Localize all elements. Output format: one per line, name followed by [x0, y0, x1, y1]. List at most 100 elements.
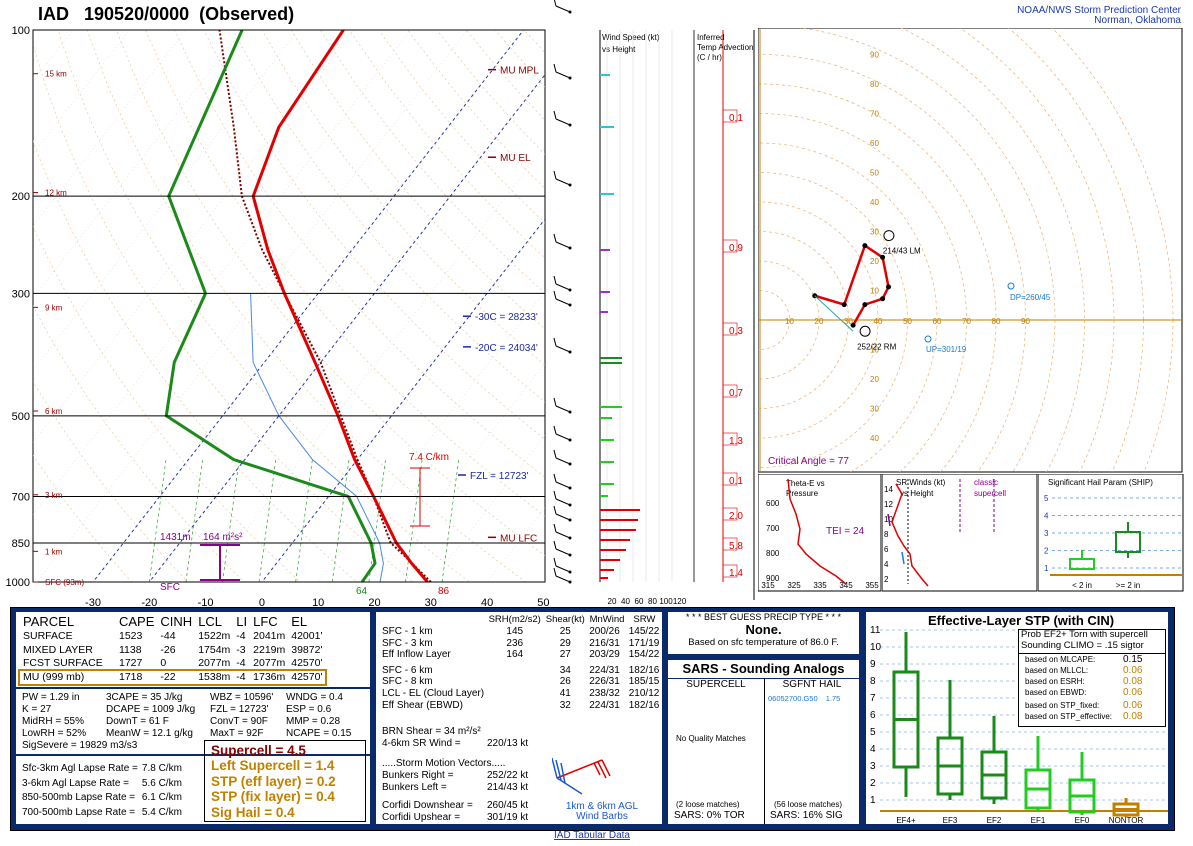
hodo-y-tick: 30 [870, 405, 879, 414]
stp-legend-rows: based on MLCAPE: 0.15 based on MLLCL: 0.06… [1019, 654, 1165, 722]
kinematic-table: SRH(m2/s2) Shear(kt) MnWind SRW SFC - 1 km 1… [380, 614, 662, 711]
shear-value: 27 [559, 649, 571, 661]
hodo-y-tick: 40 [870, 198, 879, 207]
stp-category: EF4+ [896, 816, 916, 824]
thermo-panel: PARCEL CAPE CINH LCL LI LFC EL SURFACE 15… [14, 610, 372, 826]
dewpoint-line [164, 30, 377, 582]
lapse-label: 850-500mb Lapse Rate = [22, 792, 136, 803]
dry-adiabat [86, 30, 527, 582]
sars-sig: SARS: 16% SIG [770, 810, 843, 821]
lapse-value: 6.1 C/km [141, 792, 182, 804]
wind-barb [555, 298, 571, 306]
li-header: LI [236, 614, 248, 629]
sr46-label: 4-6km SR Wind = [382, 738, 461, 749]
stp-basis-label: based on STP_fixed: [1025, 701, 1100, 710]
cape-header: CAPE [119, 614, 155, 629]
tabular-data-link[interactable]: IAD Tabular Data [554, 830, 630, 841]
wind-barb-base [568, 503, 572, 507]
advection-value: 2.0 [729, 511, 743, 522]
cape-value: 1138 [119, 643, 142, 656]
hodo-x-tick: 40 [874, 317, 883, 326]
thetae-xtick: 325 [787, 581, 801, 590]
srw-ytick: 2 [884, 575, 889, 584]
srw-title: vs Height [900, 489, 934, 498]
hodo-point [880, 254, 886, 260]
table-row[interactable]: SURFACE 1523 -44 1522m -4 2041m 42001' [20, 630, 325, 644]
lapse-value: 7.8 C/km [141, 763, 182, 775]
lcl-value: 1522m [198, 630, 231, 642]
stp-legend: Prob EF2+ Torn with supercell Sounding C… [1018, 629, 1166, 727]
cinh-value: -26 [160, 643, 176, 656]
table-row: 850-500mb Lapse Rate = 6.1 C/km [20, 791, 184, 806]
table-row: MidRH = 55% DownT = 61 F ConvT = 90F MMP = … [20, 716, 353, 728]
wind-barbs-label: 1km & 6km AGL Wind Barbs [565, 801, 639, 822]
hail-match-id: 06052700.G50 [768, 694, 818, 703]
hodo-point [850, 322, 856, 328]
table-row: Sfc-3km Agl Lapse Rate = 7.8 C/km [20, 762, 184, 777]
srw-value: 145/22 [628, 626, 660, 637]
wind-barb-base [568, 518, 572, 522]
hail-match-value: 1.75 [825, 694, 841, 703]
thetae-ytick: 900 [766, 574, 780, 583]
li-value: -4 [236, 630, 246, 642]
wind-barb [555, 575, 571, 583]
pressure-tick: 700 [12, 491, 30, 503]
stp-legend-climo: Sounding CLIMO = .15 sigtor [1019, 640, 1165, 654]
wind-barb-flag [553, 275, 557, 285]
wind-speed-title: Wind Speed (kt) [602, 33, 660, 42]
hodo-y-tick: 30 [870, 228, 879, 237]
hodo-point [841, 302, 847, 308]
hodo-y-tick: 20 [870, 375, 879, 384]
stp-basis-label: based on MLCAPE: [1025, 655, 1096, 664]
srw-value: 154/22 [628, 649, 660, 661]
temp-tick: -30 [85, 597, 101, 606]
dry-adiabat [33, 305, 245, 582]
ship-ytick: 2 [1044, 547, 1049, 556]
skewt-chart: 100 200 300 500 700 850 1000 -30 -20 -10 0 10 20 30 40… [6, 0, 755, 606]
lfc-value: 2077m [253, 657, 286, 669]
hodo-point [880, 296, 886, 302]
agl-wind-barbs-icon [552, 757, 611, 795]
parcel-name: SURFACE [23, 630, 73, 642]
wind-barb [555, 565, 571, 573]
index-lowrh: LowRH = 52% [22, 728, 87, 739]
table-row-selected[interactable]: MU (999 mb) 1718 -22 1538m -4 1736m 42570' [17, 668, 328, 686]
table-row[interactable]: MIXED LAYER 1138 -26 1754m -3 2219m 39872' [20, 644, 325, 658]
lcl-value: 1538m [198, 670, 231, 683]
height-label: 6 km [45, 407, 63, 416]
shear-value: 41 [559, 687, 571, 699]
srw-value: 185/15 [628, 676, 660, 688]
shear-value: 32 [559, 699, 571, 711]
divider [16, 754, 370, 756]
stp-basis-label: based on ESRH: [1025, 677, 1085, 686]
wind-barb-base [568, 580, 572, 584]
level-label: FZL = 12723' [470, 471, 529, 482]
hodograph-chart: 10 10 10 20 20 20 30 30 30 40 40 40 50 50 60 60 70 70 80 80… [758, 28, 1183, 473]
advection-value: 5.8 [729, 541, 743, 552]
el-value: 39872' [291, 643, 323, 656]
inflow-srh: 164 m²s² [203, 532, 243, 543]
bunkers-left-row: Bunkers Left = 214/43 kt [382, 782, 562, 794]
wind-barb-base [568, 303, 572, 307]
sr46-row: 4-6km SR Wind = 220/13 kt [382, 738, 562, 750]
sars-hail-match[interactable]: 06052700.G50 1.75 [768, 694, 840, 703]
mixing-ratio-line [222, 459, 240, 582]
wind-barb-flag [553, 170, 557, 180]
table-row[interactable]: FCST SURFACE 1727 0 2077m -4 2077m 42570' [20, 657, 325, 671]
ship-ytick: 3 [1044, 529, 1049, 538]
ship-category: >= 2 in [1116, 581, 1140, 590]
hodo-plot [758, 28, 1182, 472]
mnwind-value: 226/31 [589, 676, 620, 688]
thetae-ytick: 700 [766, 524, 780, 533]
height-label: 12 km [45, 189, 67, 198]
stp-eff-value: STP (eff layer) = 0.2 [211, 773, 336, 789]
pressure-tick: 300 [12, 288, 30, 300]
stp-category: NONTOR [1109, 816, 1144, 824]
table-row: 700-500mb Lapse Rate = 5.4 C/km [20, 806, 184, 821]
hodo-y-tick: 10 [870, 287, 879, 296]
index-wbz: WBZ = 10596' [210, 692, 274, 703]
thetae-xtick: 335 [813, 581, 827, 590]
stp-fix-value: STP (fix layer) = 0.4 [211, 789, 335, 805]
advection-bar [722, 537, 738, 551]
advection-bar [722, 239, 738, 253]
